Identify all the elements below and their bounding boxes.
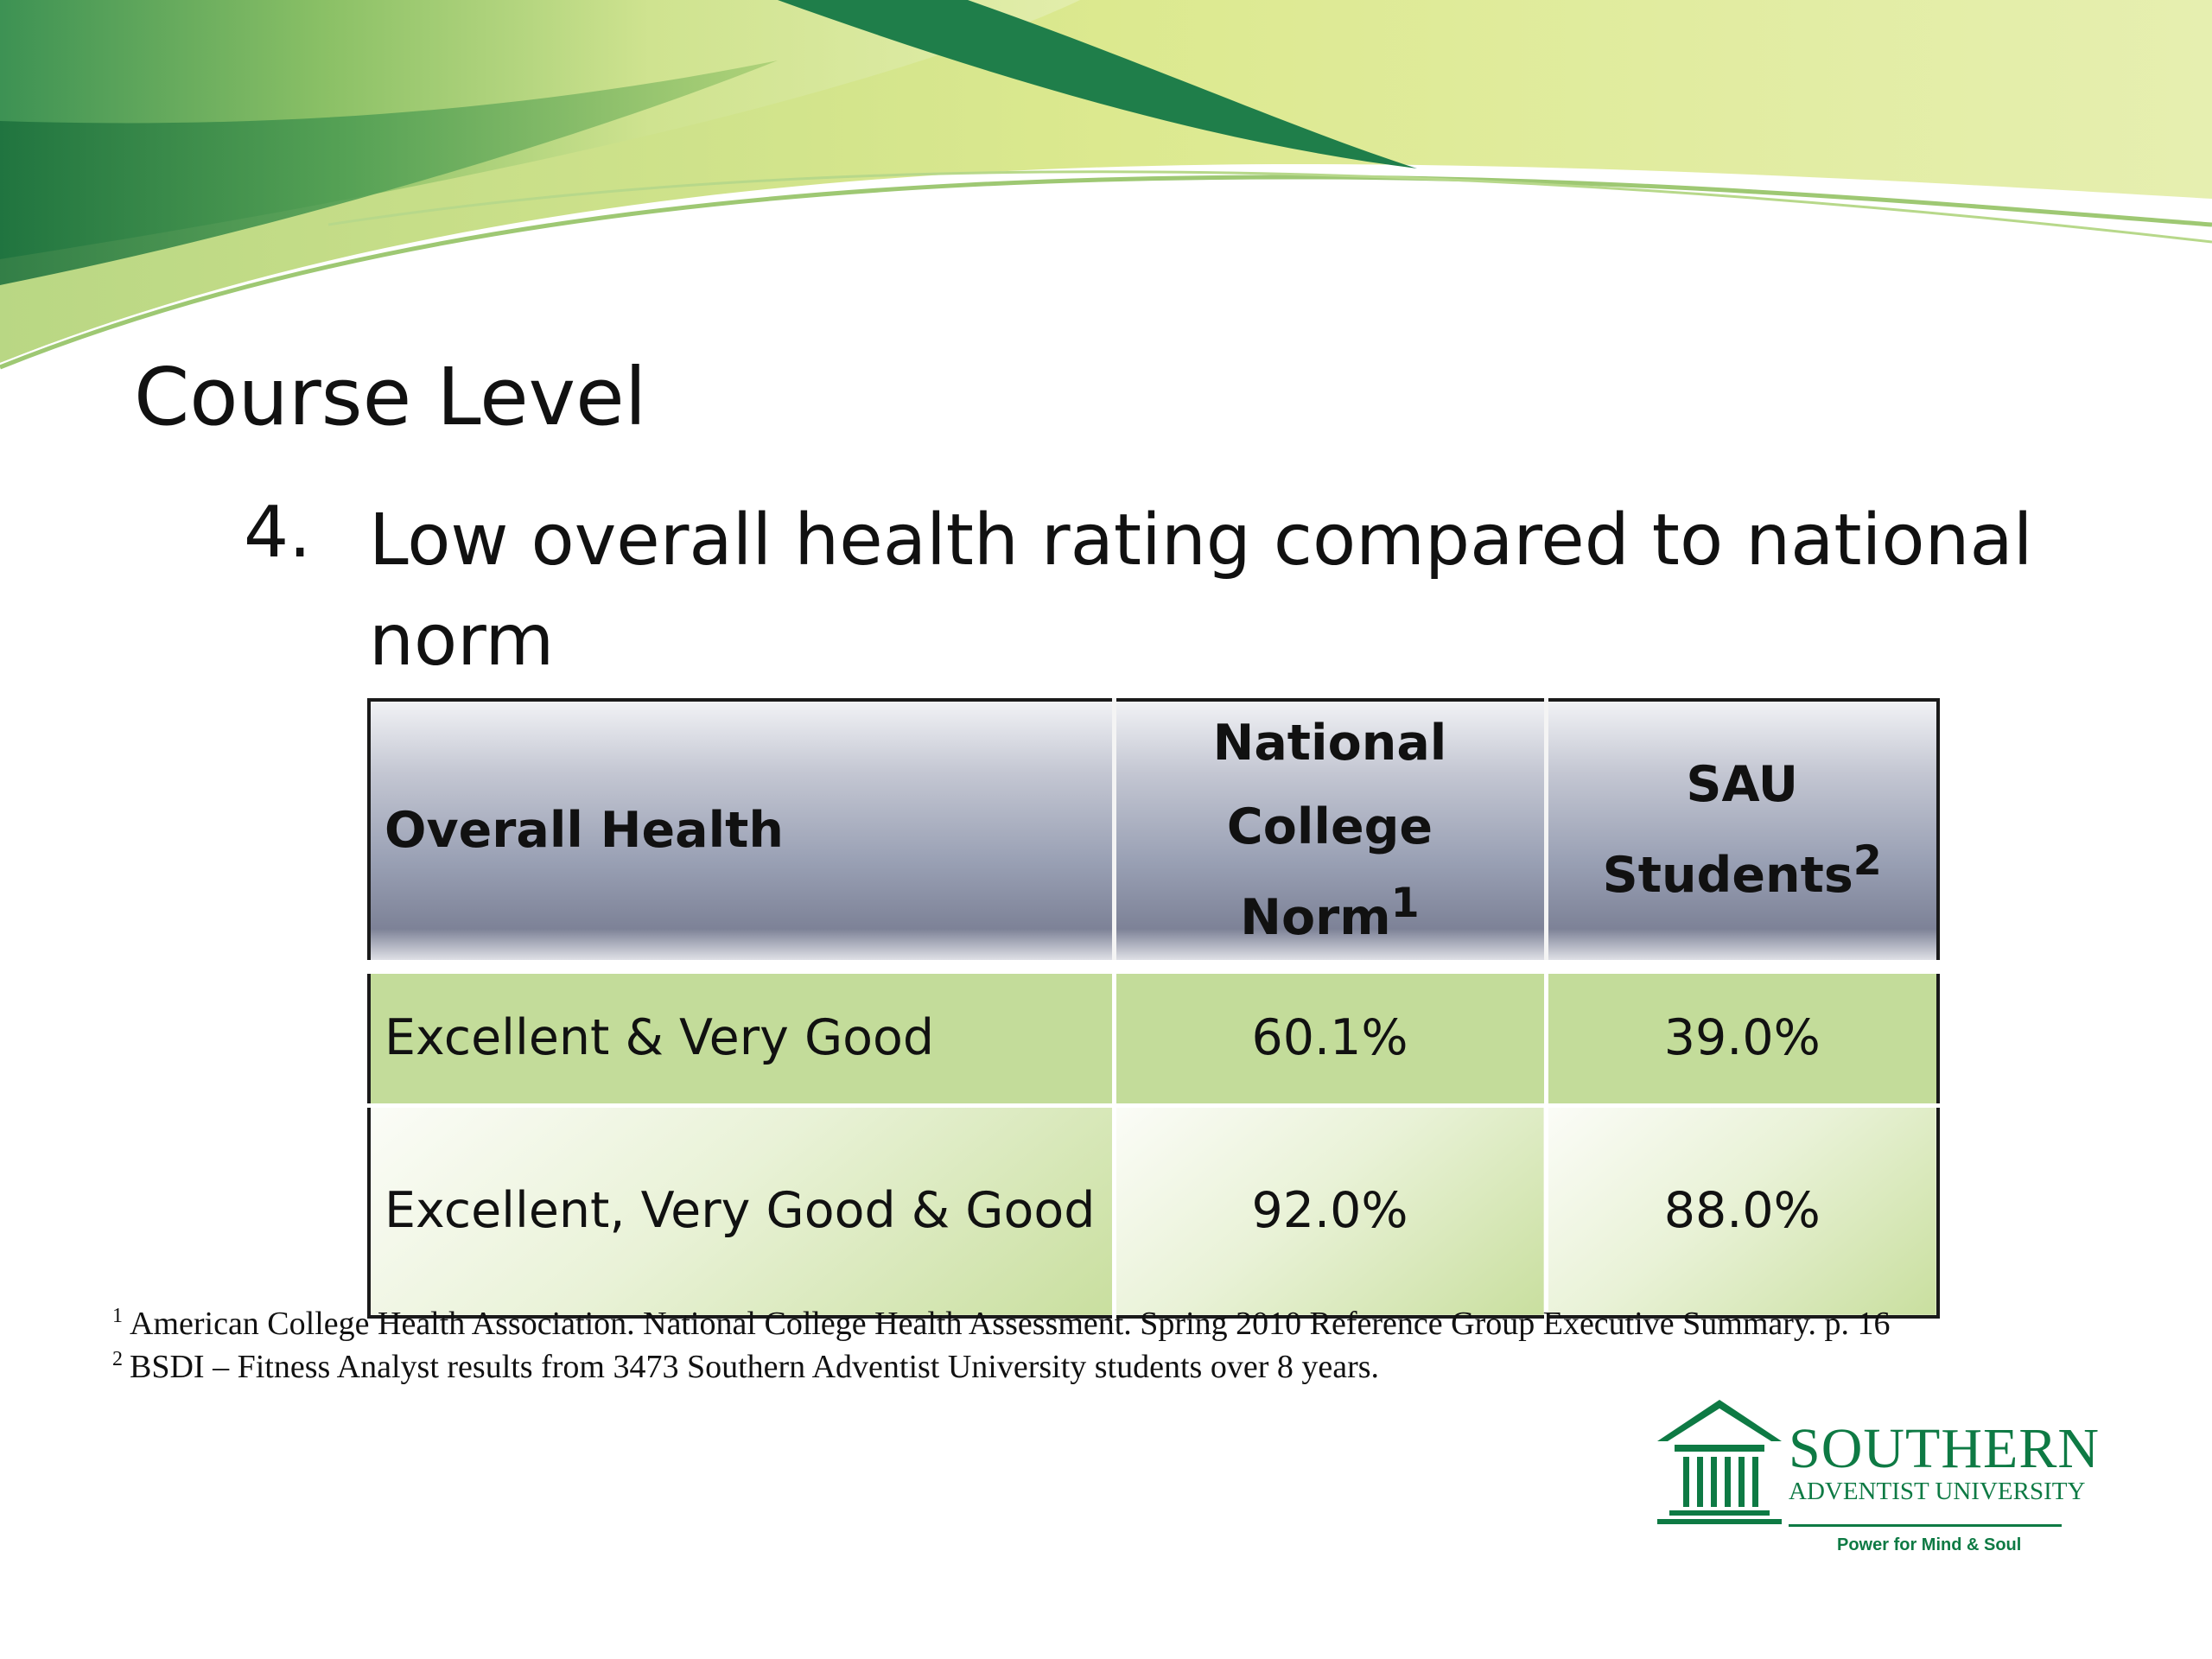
- health-comparison-table: Overall Health National College Norm1 SA…: [367, 698, 1940, 1319]
- decorative-wave-banner: [0, 0, 2212, 397]
- sau-students-value: 39.0%: [1546, 966, 1938, 1108]
- footnote-marker: 2: [1853, 837, 1882, 886]
- row-label: Excellent & Very Good: [369, 966, 1116, 1108]
- table-header-row: Overall Health National College Norm1 SA…: [369, 700, 1938, 974]
- footnote-text: BSDI – Fitness Analyst results from 3473…: [130, 1349, 1380, 1385]
- footnote-1: 1 American College Health Association. Na…: [112, 1305, 1890, 1343]
- column-header-label: Overall Health: [385, 801, 784, 859]
- table-row: Excellent, Very Good & Good 92.0% 88.0%: [369, 1105, 1938, 1317]
- column-header-overall-health: Overall Health: [369, 700, 1116, 974]
- logo-entablature: [1675, 1445, 1764, 1452]
- footnote-2: 2 BSDI – Fitness Analyst results from 347…: [112, 1348, 1379, 1386]
- footnote-text: American College Health Association. Nat…: [130, 1306, 1891, 1342]
- row-label: Excellent, Very Good & Good: [369, 1105, 1116, 1317]
- footnote-mark: 1: [112, 1305, 123, 1327]
- national-norm-value: 60.1%: [1114, 966, 1548, 1108]
- slide-title: Course Level: [134, 351, 647, 443]
- university-logo: [1657, 1400, 2062, 1527]
- logo-name: SOUTHERN: [1789, 1417, 2101, 1480]
- sau-students-value: 88.0%: [1546, 1105, 1938, 1317]
- footnote-marker: 1: [1390, 879, 1420, 927]
- column-header-label: National College Norm: [1212, 715, 1447, 946]
- column-header-national-norm: National College Norm1: [1114, 700, 1548, 974]
- list-item-text: Low overall health rating compared to na…: [369, 499, 2033, 683]
- footnote-mark: 2: [112, 1348, 123, 1370]
- column-header-label: SAU Students: [1602, 756, 1853, 905]
- table-row: Excellent & Very Good 60.1% 39.0%: [369, 966, 1938, 1108]
- logo-roof: [1657, 1400, 1782, 1441]
- column-header-sau-students: SAU Students2: [1546, 700, 1938, 974]
- logo-tagline: Power for Mind & Soul: [1837, 1535, 2022, 1554]
- logo-underline: [1789, 1524, 2062, 1527]
- logo-subtitle: ADVENTIST UNIVERSITY: [1789, 1478, 2086, 1505]
- national-norm-value: 92.0%: [1114, 1105, 1548, 1317]
- list-item-number: 4.: [244, 492, 312, 574]
